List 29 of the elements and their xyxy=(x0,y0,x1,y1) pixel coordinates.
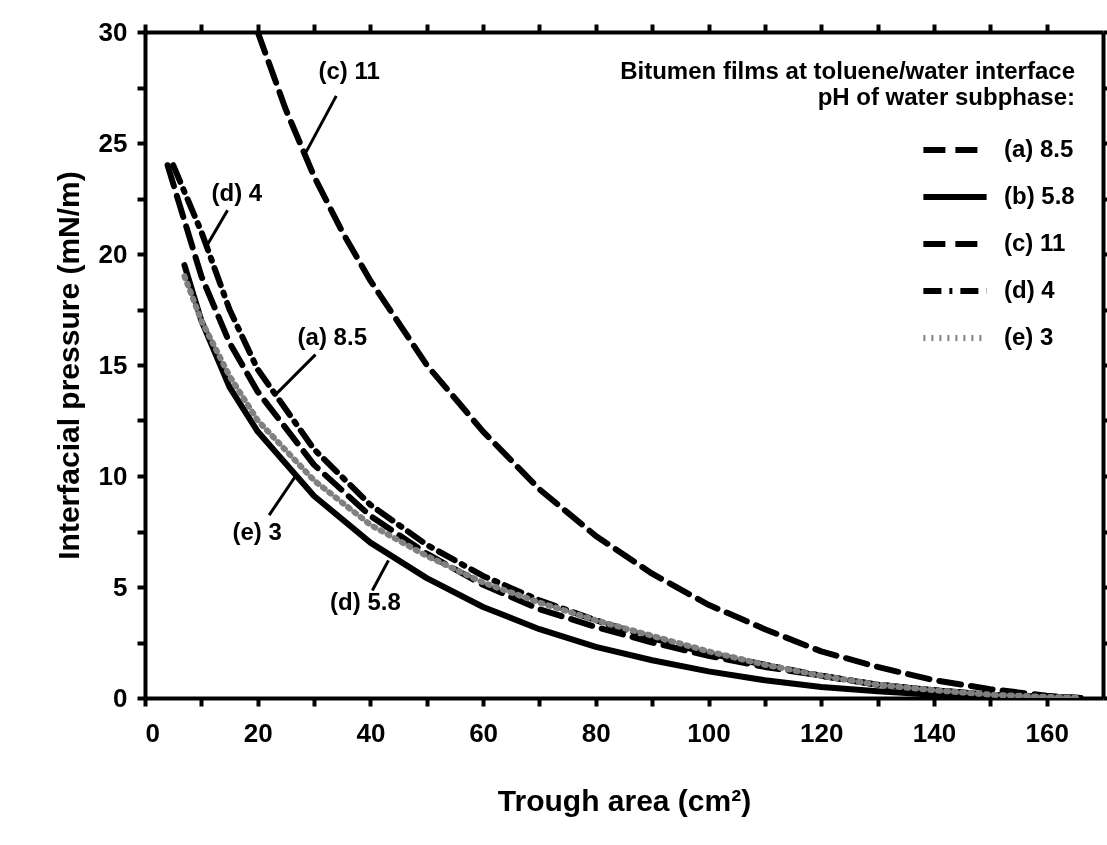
x-tick-label: 40 xyxy=(356,717,386,748)
legend-label: (b) 5.8 xyxy=(1004,182,1075,209)
x-tick-label: 20 xyxy=(243,717,273,748)
legend-title: Bitumen films at toluene/water interface pH of water subphase: xyxy=(620,57,1075,110)
annotation: (a) 8.5 xyxy=(297,322,367,350)
legend-label: (c) 11 xyxy=(1004,229,1066,256)
legend-label: (e) 3 xyxy=(1004,323,1054,350)
y-tick-label: 15 xyxy=(98,349,128,380)
y-tick-label: 20 xyxy=(98,238,128,269)
x-tick-label: 60 xyxy=(469,717,499,748)
y-tick-label: 5 xyxy=(113,571,128,602)
x-tick-label: 160 xyxy=(1025,717,1069,748)
annotation: (c) 11 xyxy=(318,56,380,84)
annotation: (d) 4 xyxy=(211,179,263,207)
x-tick-label: 120 xyxy=(800,717,844,748)
x-tick-label: 80 xyxy=(581,717,611,748)
y-tick-label: 30 xyxy=(98,16,128,47)
x-tick-label: 140 xyxy=(912,717,957,748)
legend-label: (d) 4 xyxy=(1004,276,1056,303)
legend-label: (a) 8.5 xyxy=(1004,135,1074,162)
annotation: (e) 3 xyxy=(232,517,282,545)
y-tick-label: 25 xyxy=(98,127,128,158)
x-axis-title: Trough area (cm²) xyxy=(497,783,752,817)
y-tick-label: 10 xyxy=(98,460,128,491)
annotation: (d) 5.8 xyxy=(330,588,401,616)
y-axis-title: Interfacial pressure (mN/m) xyxy=(51,171,85,560)
y-tick-label: 0 xyxy=(113,682,128,713)
x-tick-label: 0 xyxy=(145,717,160,748)
x-tick-label: 100 xyxy=(687,717,731,748)
